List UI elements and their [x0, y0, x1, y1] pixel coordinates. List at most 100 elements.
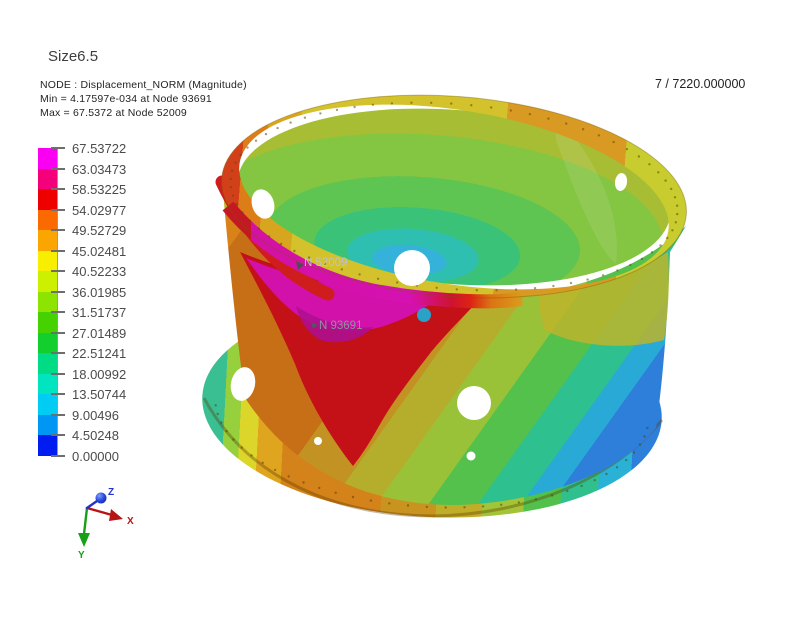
legend-tick-label: 40.52233	[72, 264, 127, 279]
rivet-dot	[388, 502, 391, 505]
rivet-dot	[279, 242, 283, 246]
rivet-dot	[509, 109, 512, 112]
rivet-dot	[646, 426, 649, 430]
rivet-dot	[569, 281, 573, 285]
rivet-dot	[547, 117, 550, 120]
legend-tick-label: 0.00000	[72, 448, 119, 464]
rivet-dot	[625, 458, 628, 462]
rivet-dot	[676, 212, 679, 216]
legend-tick	[51, 249, 65, 252]
legend-tick	[51, 229, 65, 231]
legend-tick-label: 22.51241	[72, 346, 127, 361]
legend-tick	[51, 188, 65, 190]
legend-tick	[51, 147, 65, 149]
legend-tick-label: 27.01489	[72, 325, 127, 341]
legend-band-5	[38, 250, 57, 271]
rivet-dot	[616, 269, 619, 272]
node-marker-dot	[417, 308, 431, 322]
top-rim-band	[221, 95, 687, 298]
node-label-max: N 52009	[304, 257, 347, 269]
rivet-dot	[632, 451, 636, 454]
result-min-line: Min = 4.17597e-034 at Node 93691	[40, 93, 212, 105]
triad-z-axis	[85, 499, 99, 510]
rivet-dot	[293, 249, 296, 253]
rivet-dot	[319, 112, 322, 115]
hole-front-small-center	[466, 451, 476, 461]
rim-front-crescent	[222, 201, 523, 309]
rivet-dot	[334, 491, 337, 494]
rivet-dot	[670, 187, 673, 191]
rivet-dot	[597, 134, 601, 137]
rivet-dot	[593, 479, 596, 482]
legend-tick	[51, 413, 65, 416]
legend-tick-label: 67.53722	[72, 141, 127, 156]
legend-tick-label: 9.00496	[72, 407, 119, 423]
legend-tick	[51, 331, 65, 334]
shell-holes	[230, 173, 628, 461]
rivet-dot	[430, 101, 433, 105]
legend-tick	[51, 352, 65, 354]
rivet-dot	[396, 281, 399, 284]
legend-tick-label: 58.53225	[72, 182, 127, 197]
legend-tick-label: 18.00992	[72, 366, 127, 382]
legend-tick-label: 63.03473	[72, 161, 127, 177]
rivet-dot	[261, 461, 264, 464]
rivet-dot	[550, 494, 554, 497]
triad-y-axis	[82, 506, 89, 536]
rivet-dot	[475, 289, 478, 292]
legend-band-7	[38, 291, 57, 312]
frame-indicator: 7 / 7220.000000	[655, 77, 746, 91]
legend-color-scale	[38, 148, 58, 456]
rivet-dot	[231, 169, 234, 172]
rivet-dot	[241, 211, 244, 214]
rivet-dot	[605, 472, 608, 476]
hole-inner-right	[614, 173, 628, 191]
legend-tick	[51, 393, 65, 395]
rivet-dot	[353, 105, 356, 109]
rivet-dot	[612, 140, 615, 144]
triad-z-label: Z	[108, 487, 114, 498]
rivet-dot	[580, 484, 583, 488]
rivet-dot	[307, 256, 311, 259]
hole-inner-left	[251, 189, 275, 219]
triad-x-label: X	[127, 516, 134, 527]
result-max-line: Max = 67.5372 at Node 52009	[40, 107, 187, 119]
rivet-dot	[500, 503, 503, 506]
rivet-dot	[565, 122, 568, 125]
rivet-dot	[675, 204, 679, 207]
legend-tick	[51, 434, 65, 436]
legend-band-11	[38, 373, 57, 394]
rivet-dot	[254, 139, 258, 142]
rivet-dot	[444, 506, 447, 509]
rivet-dot	[273, 468, 277, 472]
triad-x-axis	[85, 506, 114, 517]
rivet-dot	[358, 273, 361, 276]
legend-band-0	[38, 148, 57, 169]
rivet-dot	[340, 268, 343, 271]
legend-tick-label: 45.02481	[72, 243, 127, 259]
rivet-dot	[323, 262, 327, 265]
rivet-dot	[287, 475, 290, 478]
rivet-dot	[463, 506, 466, 509]
rivet-dot	[239, 153, 242, 157]
rivet-dot	[615, 466, 619, 469]
rivet-dot	[376, 277, 380, 280]
rivet-dot	[231, 194, 235, 197]
rivet-dot	[638, 443, 642, 446]
hole-outer-left	[230, 367, 256, 401]
legend-band-6	[38, 271, 57, 292]
rivet-dot	[406, 504, 410, 507]
rivet-dot	[625, 147, 629, 151]
result-type-line: NODE : Displacement_NORM (Magnitude)	[40, 79, 247, 91]
legend-band-14	[38, 435, 57, 456]
rivet-dot	[229, 177, 232, 181]
rivet-dot	[240, 446, 243, 449]
rivet-dot	[302, 481, 305, 484]
rivet-dot	[390, 102, 394, 105]
rivet-dot	[664, 179, 667, 182]
rim-outer-edge	[221, 94, 687, 299]
triad-y-arrowhead	[78, 533, 90, 547]
node-52009-marker	[296, 261, 304, 270]
shell-model: N 52009 N 93691	[202, 94, 687, 518]
